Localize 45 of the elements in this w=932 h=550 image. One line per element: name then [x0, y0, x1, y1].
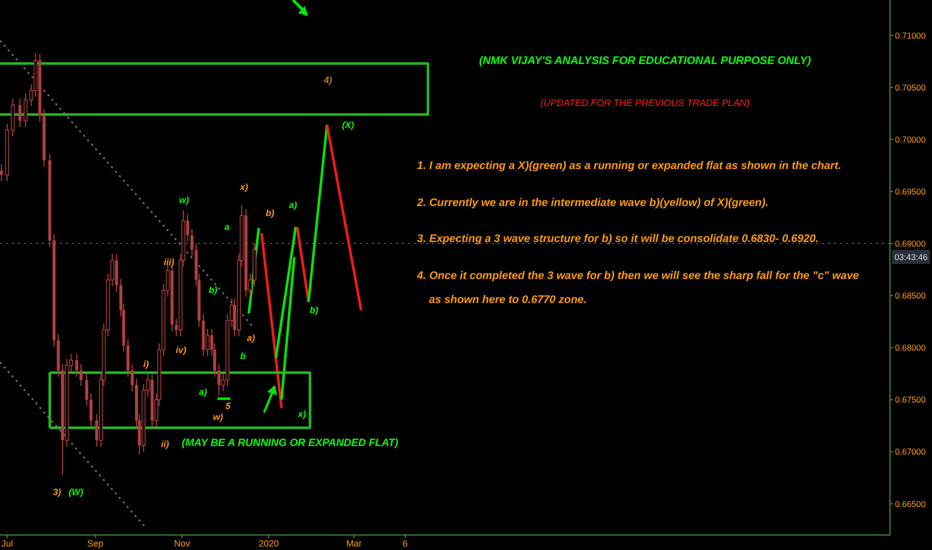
annotation: b	[240, 350, 246, 362]
annotation: 1. I am expecting a X)(green) as a running or expanded flat as shown in the chart.	[417, 159, 842, 174]
y-tick-label: 0.66500	[895, 498, 926, 509]
x-tick-label: Nov	[174, 538, 190, 548]
x-tick-label: Sep	[87, 538, 104, 548]
annotation: 3)	[52, 486, 62, 498]
text: (UPDATED FOR THE PREVIOUS TRADE PLAN)	[539, 98, 751, 109]
annotation: iv)	[176, 344, 186, 356]
annotation: (W)	[68, 486, 84, 498]
annotation: iii)	[164, 256, 174, 268]
x-tick-label: Jul	[1, 538, 13, 548]
annotation: a)	[198, 386, 208, 398]
annotation: 4)	[324, 74, 332, 86]
x-tick-label: 2020	[258, 538, 279, 548]
annotation: 2. Currently we are in the intermediate wave b)(yellow) of X)(green).	[417, 196, 770, 211]
y-tick-label: 0.67000	[895, 446, 926, 457]
annotation: (MAY BE A RUNNING OR EXPANDED FLAT)	[182, 437, 398, 449]
annotation: i)	[143, 358, 149, 370]
annotation: 5	[225, 400, 231, 412]
annotation: 4. Once it completed the 3 wave for b) then we will see the sharp fall for the "c" wave as shown here to 0.6770 zone.	[417, 269, 860, 308]
annotation: (X)	[342, 119, 354, 131]
y-tick-label: 0.70000	[895, 134, 926, 144]
y-tick-label: 0.71000	[895, 30, 926, 40]
x-tick-label: 6	[402, 538, 408, 548]
y-tick-label: 0.69500	[895, 186, 926, 197]
y-tick-label: 0.68500	[895, 290, 926, 301]
annotation: ii)	[161, 438, 169, 450]
text: 03:43:46	[892, 250, 930, 264]
y-tick-label: 0.70500	[895, 82, 926, 92]
annotation: b)	[266, 207, 274, 219]
y-tick-label: 0.69000	[895, 238, 926, 249]
annotation: x)	[298, 408, 306, 420]
x-tick-label: Mar	[346, 538, 362, 548]
annotation: a)	[246, 332, 256, 344]
y-tick-label: 0.68000	[895, 342, 926, 353]
annotation: a)	[288, 199, 298, 211]
annotation: b)	[208, 284, 218, 296]
y-tick-label: 0.67500	[895, 394, 926, 405]
annotation: b)	[310, 304, 318, 316]
annotation: x)	[240, 181, 248, 193]
annotation: w)	[179, 194, 189, 206]
annotation: a	[224, 221, 230, 233]
annotation: 3. Expecting a 3 wave structure for b) so it will be consolidate 0.6830- 0.6920.	[417, 232, 820, 247]
annotation: w)	[213, 411, 223, 423]
text: (NMK VIJAY'S ANALYSIS FOR EDUCATIONAL PURPOSE ONLY)	[478, 55, 812, 67]
